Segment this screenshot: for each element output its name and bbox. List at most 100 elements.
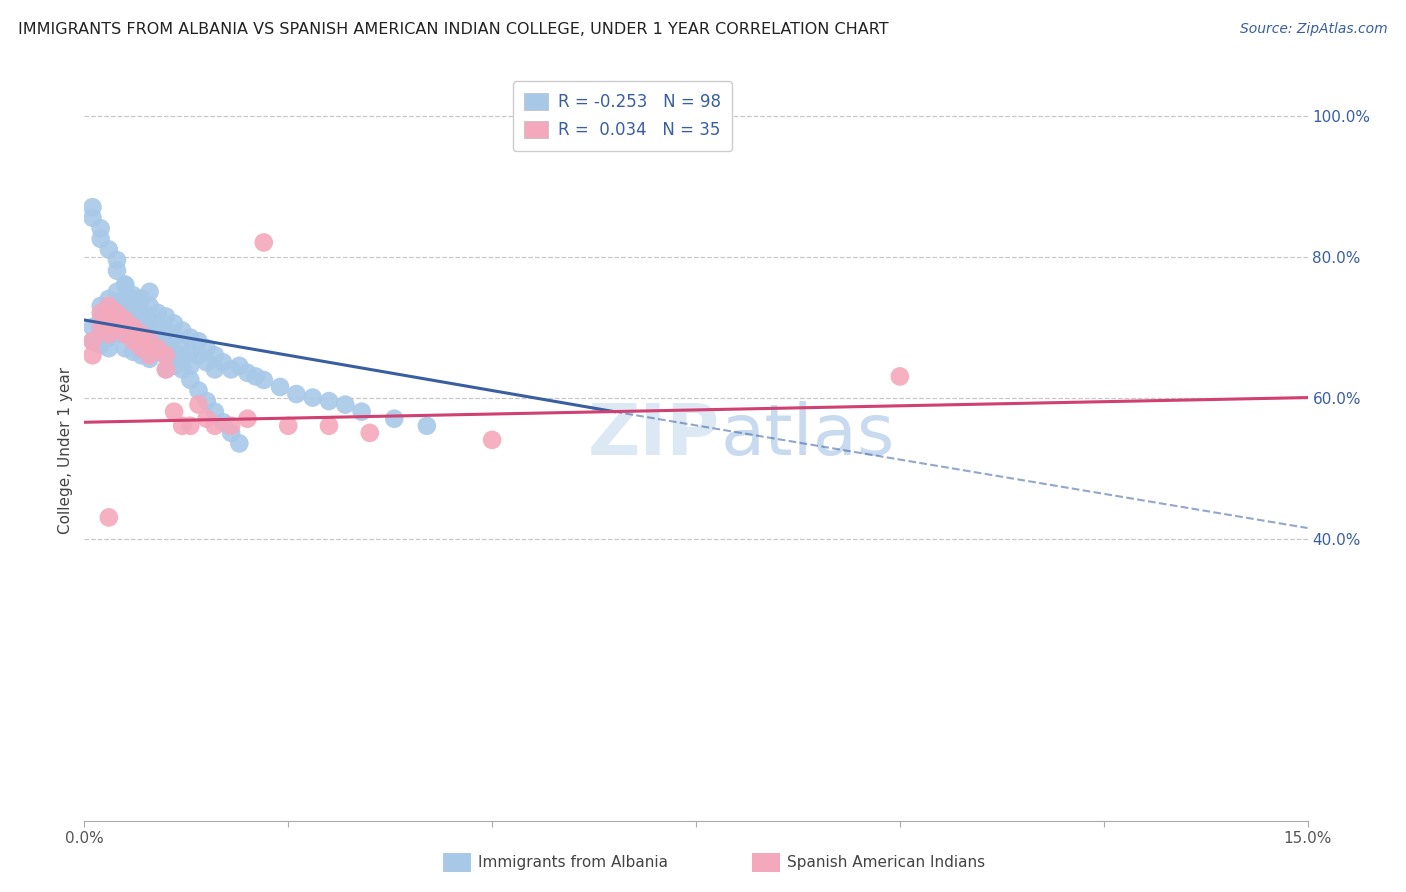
Point <box>163 405 186 419</box>
Point <box>253 373 276 387</box>
Point <box>155 348 177 362</box>
Point <box>219 418 242 433</box>
Point <box>114 327 136 342</box>
Point <box>146 341 169 355</box>
Point <box>301 391 323 405</box>
Point <box>146 331 169 345</box>
Point <box>105 327 128 342</box>
Point <box>155 337 177 351</box>
Point <box>204 362 226 376</box>
Point <box>114 277 136 292</box>
Point <box>90 337 112 351</box>
Text: IMMIGRANTS FROM ALBANIA VS SPANISH AMERICAN INDIAN COLLEGE, UNDER 1 YEAR CORRELA: IMMIGRANTS FROM ALBANIA VS SPANISH AMERI… <box>18 22 889 37</box>
Point <box>97 510 120 524</box>
Point <box>163 317 186 331</box>
Point <box>114 327 136 342</box>
Point <box>97 292 120 306</box>
Y-axis label: College, Under 1 year: College, Under 1 year <box>58 367 73 534</box>
Point <box>82 211 104 225</box>
Point <box>122 331 145 345</box>
Point <box>172 418 194 433</box>
Point <box>97 327 120 342</box>
Text: Spanish American Indians: Spanish American Indians <box>787 855 986 870</box>
Point <box>179 331 201 345</box>
Text: atlas: atlas <box>720 401 894 470</box>
Point <box>138 285 160 299</box>
Point <box>122 334 145 348</box>
Point <box>105 285 128 299</box>
Point <box>122 302 145 317</box>
Point <box>195 355 218 369</box>
Point <box>131 306 153 320</box>
Point <box>277 418 299 433</box>
Point <box>416 418 439 433</box>
Point <box>359 425 381 440</box>
Point <box>195 394 218 409</box>
Point <box>163 344 186 359</box>
Point <box>187 398 209 412</box>
Point <box>204 405 226 419</box>
Point <box>155 348 177 362</box>
Point <box>204 348 226 362</box>
Point <box>481 433 503 447</box>
Point <box>155 362 177 376</box>
Point <box>146 306 169 320</box>
Point <box>163 331 186 345</box>
Point <box>90 324 112 338</box>
Point <box>889 369 911 384</box>
Point <box>228 359 250 373</box>
Point <box>172 337 194 351</box>
Point <box>90 313 112 327</box>
Legend: R = -0.253   N = 98, R =  0.034   N = 35: R = -0.253 N = 98, R = 0.034 N = 35 <box>513 81 733 151</box>
Point <box>105 306 128 320</box>
Point <box>90 320 112 334</box>
Point <box>105 263 128 277</box>
Point <box>122 320 145 334</box>
Point <box>179 418 201 433</box>
Point <box>82 200 104 214</box>
Point <box>82 348 104 362</box>
Point <box>318 394 340 409</box>
Point <box>114 292 136 306</box>
Point <box>138 299 160 313</box>
Point <box>163 351 186 366</box>
Point <box>335 398 357 412</box>
Point <box>97 306 120 320</box>
Point <box>131 320 153 334</box>
Point <box>195 411 218 425</box>
Point <box>105 313 128 327</box>
Point <box>350 405 373 419</box>
Point <box>90 306 112 320</box>
Point <box>187 348 209 362</box>
Point <box>97 243 120 257</box>
Point <box>212 355 235 369</box>
Point <box>382 411 405 425</box>
Point <box>131 341 153 355</box>
Point <box>253 235 276 250</box>
Point <box>155 341 177 355</box>
Point <box>131 334 153 348</box>
Point <box>269 380 291 394</box>
Point <box>82 334 104 348</box>
Point <box>82 334 104 348</box>
Point <box>131 292 153 306</box>
Point <box>114 341 136 355</box>
Point <box>146 344 169 359</box>
Text: ZIP: ZIP <box>588 401 720 470</box>
Point <box>187 334 209 348</box>
Point <box>236 411 259 425</box>
Point <box>172 362 194 376</box>
Point <box>105 299 128 313</box>
Point <box>97 331 120 345</box>
Point <box>114 317 136 331</box>
Point <box>97 341 120 355</box>
Text: Immigrants from Albania: Immigrants from Albania <box>478 855 668 870</box>
Point <box>131 306 153 320</box>
Point <box>97 313 120 327</box>
Point <box>236 366 259 380</box>
Point <box>122 344 145 359</box>
Point <box>219 425 242 440</box>
Point <box>82 320 104 334</box>
Point <box>179 344 201 359</box>
Point <box>155 310 177 324</box>
